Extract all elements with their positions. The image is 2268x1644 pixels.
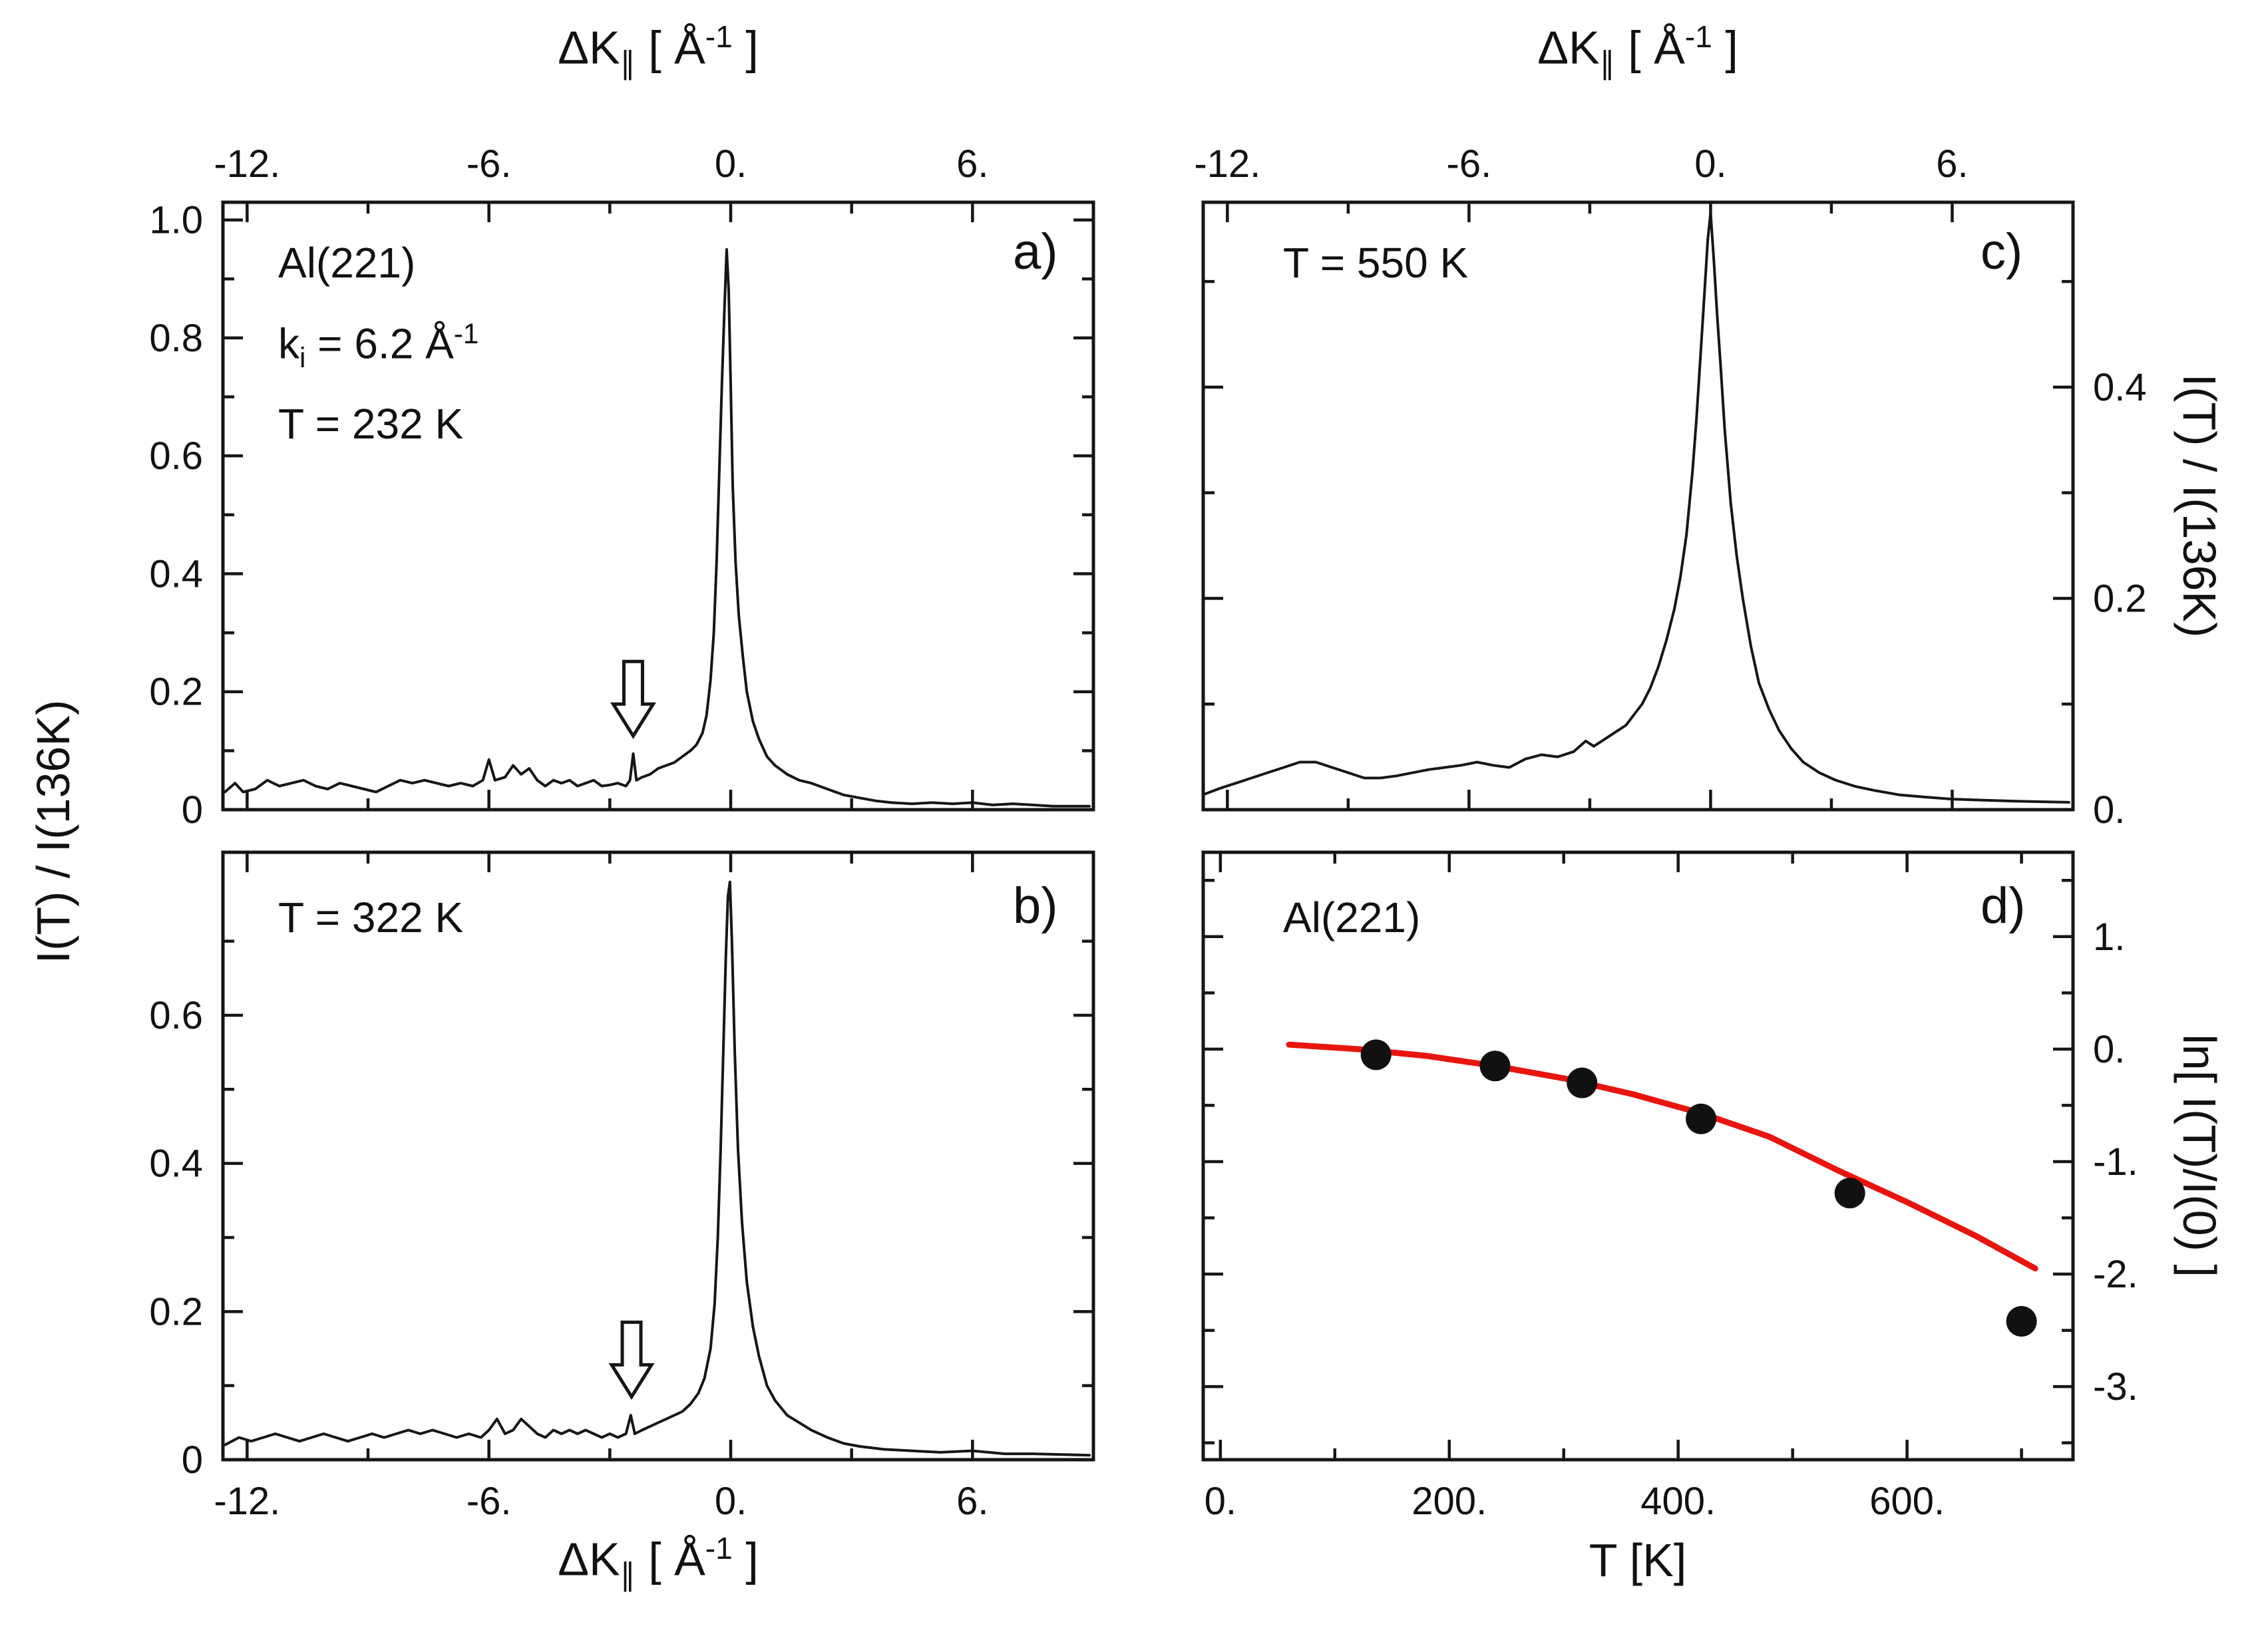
panel-a-frame — [221, 200, 1095, 812]
y-axis-title-panel-d: ln[ I(T)/I(0) ] — [2174, 1034, 2225, 1277]
axis-title-base: ΔK — [1537, 21, 1600, 74]
y-axis-title-panel-c: I(T) / I(136K) — [2174, 373, 2225, 638]
panel-a-tick-label: 0.2 — [149, 671, 203, 714]
panel-b-tick-label: 0.4 — [149, 1142, 203, 1186]
panel-a-spectrum-232K — [224, 247, 1091, 808]
panel-d-measured-points-dot — [1360, 1039, 1392, 1070]
panel-a-letter: a) — [1013, 224, 1058, 280]
panel-d-measured-points-dot — [1686, 1103, 1717, 1134]
x-axis-title-panel-c: ΔK∥ [ Å-1 ] — [1537, 19, 1738, 81]
panel-d-tick-label: -3. — [2093, 1365, 2138, 1408]
axis-title-sub: ∥ — [620, 45, 636, 81]
panel-d-tick-label: 1. — [2093, 915, 2125, 959]
ki-sup: -1 — [453, 318, 479, 349]
panel-b-frame — [221, 850, 1095, 1462]
panel-d-tick-label: 400. — [1640, 1480, 1716, 1523]
panel-a-tick-label: 0.8 — [149, 317, 203, 360]
panel-b-spectrum-322K — [224, 880, 1091, 1457]
panel-b-tick-label: 6. — [956, 1480, 988, 1523]
panel-a-tick-label: 0. — [715, 142, 747, 186]
panel-d-tick-label: 0. — [1205, 1480, 1236, 1523]
panel-a-tick-label: 0 — [182, 788, 203, 832]
x-axis-title-panel-d: T [K] — [1589, 1534, 1687, 1586]
panel-d-measured-points-dot — [1834, 1178, 1865, 1209]
axis-title-mid: [ Å — [1614, 21, 1685, 74]
panel-a-tick-label: 0.6 — [149, 434, 203, 478]
axis-title-sub: ∥ — [1599, 45, 1615, 81]
panel-d-material-label: Al(221) — [1283, 894, 1421, 941]
panel-a-marker-arrow-icon — [610, 659, 656, 739]
axis-title-base: ΔK — [558, 21, 620, 74]
panel-d-measured-points-dot — [2006, 1306, 2037, 1337]
panel-d-tick-label: 200. — [1412, 1480, 1487, 1523]
panel-a-material-label: Al(221) — [278, 239, 416, 287]
axis-title-sub: ∥ — [620, 1557, 636, 1592]
panel-d-debye-waller-fit — [1286, 1041, 2038, 1272]
panel-d-tick-label: -1. — [2093, 1140, 2138, 1184]
axis-title-mid: [ Å — [635, 21, 705, 74]
panel-b-tick-label: -6. — [467, 1480, 512, 1523]
panel-b-tick-label: 0. — [715, 1480, 747, 1523]
panel-a-tick-label: 6. — [956, 142, 988, 186]
panel-d-frame — [1201, 850, 2075, 1462]
y-axis-title-left: I(T) / I(136K) — [27, 699, 79, 964]
panel-a-tick-label: -6. — [467, 142, 512, 186]
panel-d-letter: d) — [1981, 878, 2026, 934]
panel-c-frame — [1201, 200, 2075, 812]
axis-title-sup: -1 — [705, 19, 733, 54]
panel-a-tick-label: 1.0 — [149, 199, 203, 242]
panel-d-tick-label: -2. — [2093, 1253, 2138, 1296]
panel-a-ki-label: ki = 6.2 Å-1 — [278, 318, 478, 374]
axis-title-sup: -1 — [1684, 19, 1712, 54]
panel-b-letter: b) — [1013, 878, 1058, 934]
panel-c-tick-label: 0.4 — [2093, 366, 2147, 409]
panel-b-marker-arrow-icon — [608, 1320, 655, 1400]
panel-d-tick-label: 600. — [1869, 1480, 1945, 1523]
panel-b-tick-label: 0.6 — [149, 994, 203, 1037]
panel-a-tick-label: -12. — [214, 142, 280, 186]
panel-c-tick-label: 0. — [2093, 788, 2125, 832]
panel-a-tick-label: 0.4 — [149, 552, 203, 595]
axis-title-sup: -1 — [705, 1531, 733, 1565]
panel-b-tick-label: 0 — [182, 1438, 203, 1482]
axis-title-end: ] — [732, 1533, 759, 1585]
panel-c-tick-label: 6. — [1936, 142, 1968, 186]
panel-c-letter: c) — [1981, 224, 2023, 280]
axis-title-base: ΔK — [558, 1533, 620, 1585]
panel-b-temperature-label: T = 322 K — [278, 894, 464, 941]
panel-c-tick-label: 0. — [1694, 142, 1726, 186]
panel-b-tick-label: 0.2 — [149, 1290, 203, 1333]
panel-b-tick-label: -12. — [214, 1480, 280, 1523]
panel-a-temperature-label: T = 232 K — [278, 400, 464, 448]
panel-c-tick-label: 0.2 — [2093, 577, 2147, 620]
axis-title-mid: [ Å — [635, 1533, 705, 1585]
panel-c-tick-label: -12. — [1194, 142, 1260, 186]
panel-d-measured-points-dot — [1567, 1067, 1598, 1098]
x-axis-title-panel-a: ΔK∥ [ Å-1 ] — [558, 19, 759, 81]
panel-c-tick-label: -6. — [1447, 142, 1492, 186]
panel-c-spectrum-550K — [1204, 211, 2070, 804]
panel-c-temperature-label: T = 550 K — [1283, 239, 1469, 287]
ki-base: k — [278, 319, 299, 368]
axis-title-end: ] — [1712, 21, 1738, 74]
panel-d-tick-label: 0. — [2093, 1028, 2125, 1071]
ki-rest: = 6.2 Å — [305, 319, 454, 368]
axis-title-end: ] — [732, 21, 759, 74]
ki-sub: i — [299, 342, 306, 374]
x-axis-title-panel-b: ΔK∥ [ Å-1 ] — [558, 1530, 759, 1592]
panel-d-measured-points-dot — [1479, 1051, 1511, 1082]
